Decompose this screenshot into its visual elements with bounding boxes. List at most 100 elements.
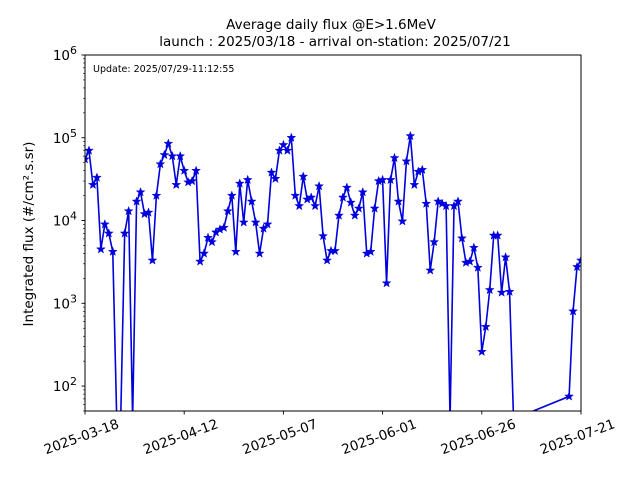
y-axis-label: Integrated flux (#/cm².s.sr) — [21, 142, 37, 327]
data-point-marker — [401, 156, 412, 166]
data-point-marker — [171, 179, 182, 190]
data-point-marker — [381, 278, 392, 288]
data-point-marker — [203, 232, 213, 242]
data-point-marker — [91, 172, 102, 182]
x-tick-label: 2025-06-26 — [439, 416, 518, 458]
data-point-marker — [131, 196, 142, 206]
series-line — [85, 135, 581, 411]
data-point-marker — [199, 248, 209, 258]
data-point-marker — [334, 210, 344, 220]
data-point-marker — [85, 154, 90, 164]
data-point-marker — [433, 196, 444, 206]
data-point-marker — [242, 174, 253, 185]
data-point-marker — [282, 145, 293, 155]
data-point-marker — [476, 346, 487, 356]
data-point-marker — [135, 187, 146, 197]
data-point-marker — [446, 414, 455, 422]
data-point-marker — [409, 179, 420, 190]
data-point-marker — [468, 242, 479, 252]
data-point-marker — [568, 306, 578, 316]
data-point-marker — [298, 171, 309, 181]
data-point-marker — [389, 152, 400, 163]
data-point-marker — [417, 164, 428, 175]
data-point-marker — [457, 233, 467, 243]
data-point-marker — [187, 175, 198, 186]
chart-title-line1: Average daily flux @E>1.6MeV — [226, 17, 436, 33]
data-point-marker — [103, 228, 114, 238]
data-point-marker — [218, 222, 229, 232]
data-point-marker — [393, 196, 404, 206]
x-tick-label: 2025-05-07 — [240, 416, 319, 458]
data-point-marker — [163, 138, 174, 148]
data-point-marker — [564, 391, 575, 401]
data-point-marker — [453, 196, 463, 206]
y-tick-label: 105 — [53, 127, 77, 147]
data-point-marker — [492, 230, 503, 240]
data-point-marker — [250, 217, 261, 227]
data-point-marker — [195, 256, 206, 266]
data-point-marker — [286, 132, 297, 142]
plot-frame — [84, 54, 582, 412]
data-point-marker — [191, 165, 202, 175]
data-point-marker — [151, 190, 162, 200]
data-point-marker — [314, 181, 325, 191]
data-point-marker — [504, 286, 515, 296]
data-point-marker — [226, 190, 237, 200]
data-point-marker — [116, 414, 125, 422]
data-point-marker — [322, 255, 332, 265]
data-point-marker — [119, 228, 130, 238]
data-point-marker — [464, 256, 475, 266]
data-point-marker — [147, 255, 158, 265]
data-point-marker — [365, 246, 376, 256]
data-point-marker — [385, 174, 396, 185]
data-point-marker — [576, 255, 581, 265]
data-point-marker — [500, 252, 511, 262]
y-tick-label: 102 — [53, 375, 77, 395]
data-point-marker — [330, 245, 340, 256]
y-tick-label: 106 — [53, 44, 77, 64]
data-point-marker — [572, 261, 581, 272]
data-point-marker — [437, 198, 448, 208]
data-point-marker — [222, 205, 233, 216]
data-point-marker — [246, 196, 257, 206]
data-point-marker — [88, 179, 98, 190]
data-point-marker — [318, 230, 329, 241]
x-tick-label: 2025-06-01 — [340, 416, 419, 458]
data-point-marker — [484, 284, 495, 295]
y-axis: 102 103 104 105 106 — [53, 44, 85, 412]
data-point-marker — [449, 200, 459, 211]
data-point-marker — [290, 190, 301, 200]
data-point-marker — [230, 246, 241, 256]
data-point-marker — [337, 192, 348, 202]
series-layer — [85, 130, 581, 422]
data-point-marker — [179, 165, 190, 175]
data-point-marker — [99, 219, 110, 229]
data-point-marker — [397, 216, 408, 226]
data-point-marker — [294, 200, 305, 211]
data-point-marker — [175, 150, 186, 161]
data-point-marker — [254, 248, 265, 258]
data-point-marker — [107, 246, 118, 256]
data-point-marker — [345, 197, 356, 207]
data-point-marker — [95, 244, 106, 254]
x-axis: 2025-03-18 2025-04-12 2025-05-07 2025-06-01… — [42, 411, 617, 458]
data-point-marker — [353, 203, 364, 213]
data-point-marker — [480, 321, 491, 332]
data-point-marker — [421, 198, 432, 208]
data-point-marker — [369, 203, 380, 213]
y-tick-label: 104 — [53, 210, 77, 230]
x-tick-label: 2025-04-12 — [141, 416, 220, 458]
data-point-marker — [472, 262, 483, 272]
data-point-marker — [128, 414, 137, 422]
x-tick-label: 2025-07-21 — [538, 416, 617, 458]
data-point-marker — [207, 236, 217, 247]
data-point-marker — [234, 178, 245, 188]
data-point-marker — [357, 187, 368, 197]
data-point-marker — [262, 219, 273, 229]
data-point-marker — [266, 167, 277, 177]
data-point-marker — [155, 158, 166, 169]
data-point-marker — [270, 173, 281, 183]
data-point-marker — [341, 182, 352, 192]
update-annotation: Update: 2025/07/29-11:12:55 — [93, 64, 234, 75]
